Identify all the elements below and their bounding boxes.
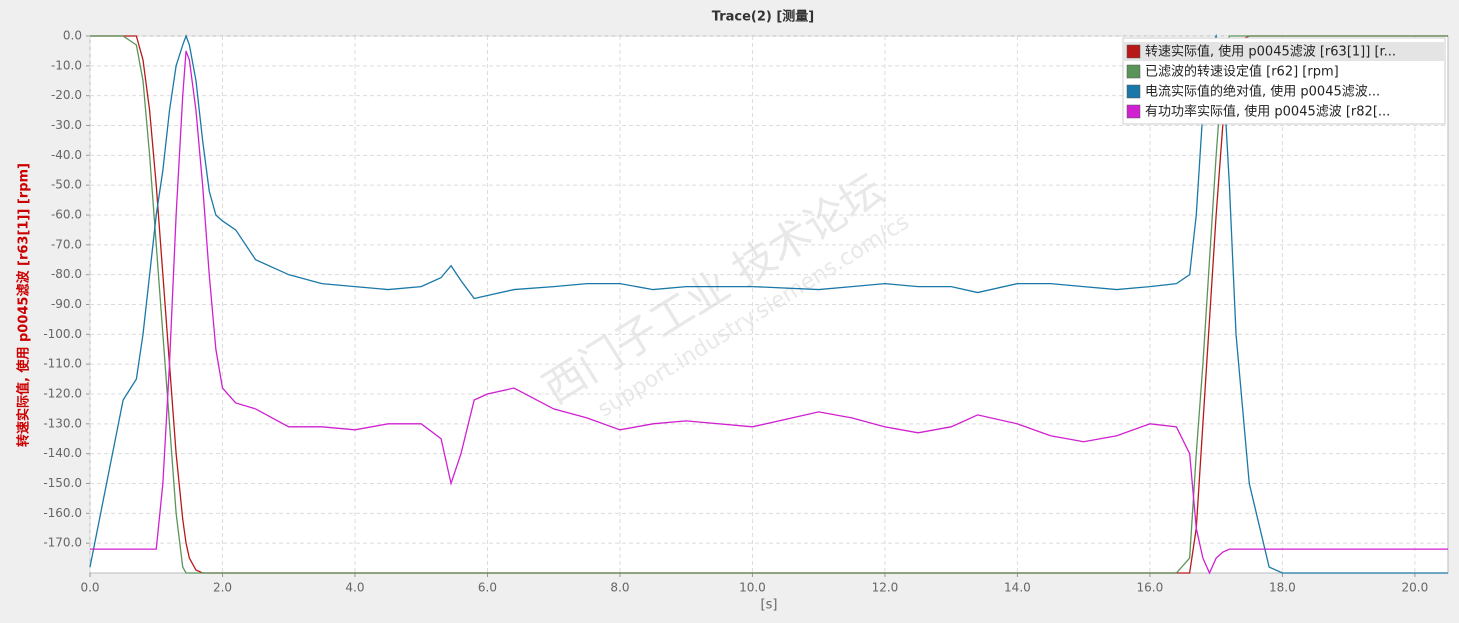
y-tick-label: -50.0 [51, 178, 82, 192]
x-tick-label: 20.0 [1402, 581, 1429, 595]
legend-highlight [1124, 42, 1444, 61]
x-tick-label: 6.0 [478, 581, 497, 595]
x-tick-label: 18.0 [1269, 581, 1296, 595]
x-tick-label: 4.0 [345, 581, 364, 595]
x-tick-label: 8.0 [610, 581, 629, 595]
y-tick-label: -110.0 [43, 357, 82, 371]
legend-swatch [1126, 84, 1141, 99]
y-tick-label: -30.0 [51, 118, 82, 132]
y-tick-label: -40.0 [51, 148, 82, 162]
y-tick-label: -100.0 [43, 327, 82, 341]
x-tick-label: 14.0 [1004, 581, 1031, 595]
legend-swatch [1126, 104, 1141, 119]
x-tick-label: 12.0 [872, 581, 899, 595]
y-tick-label: -90.0 [51, 297, 82, 311]
x-tick-label: 0.0 [80, 581, 99, 595]
y-tick-label: -20.0 [51, 88, 82, 102]
y-tick-label: -170.0 [43, 536, 82, 550]
y-tick-label: -160.0 [43, 506, 82, 520]
y-tick-label: 0.0 [63, 29, 82, 43]
y-tick-label: -60.0 [51, 208, 82, 222]
series-line [90, 35, 1448, 574]
x-axis-label: [s] [761, 598, 778, 613]
x-tick-label: 2.0 [213, 581, 232, 595]
legend-label: 电流实际值的绝对值, 使用 p0045滤波... [1145, 84, 1380, 100]
legend-label: 有功功率实际值, 使用 p0045滤波 [r82[... [1145, 104, 1390, 120]
legend-label: 已滤波的转速设定值 [r62] [rpm] [1145, 64, 1339, 80]
y-tick-label: -10.0 [51, 58, 82, 72]
y-tick-label: -130.0 [43, 416, 82, 430]
legend-swatch [1126, 44, 1141, 59]
legend-label: 转速实际值, 使用 p0045滤波 [r63[1]] [r... [1145, 44, 1396, 60]
y-tick-label: -70.0 [51, 237, 82, 251]
y-axis-label: 转速实际值, 使用 p0045滤波 [r63[1]] [rpm] [16, 163, 32, 447]
x-tick-label: 10.0 [739, 581, 766, 595]
y-tick-label: -120.0 [43, 387, 82, 401]
y-tick-label: -140.0 [43, 446, 82, 460]
series-line [90, 50, 1448, 575]
chart-title: Trace(2) [测量] [712, 9, 814, 25]
y-tick-label: -80.0 [51, 267, 82, 281]
legend-swatch [1126, 64, 1141, 79]
y-tick-label: -150.0 [43, 476, 82, 490]
x-tick-label: 16.0 [1137, 581, 1164, 595]
